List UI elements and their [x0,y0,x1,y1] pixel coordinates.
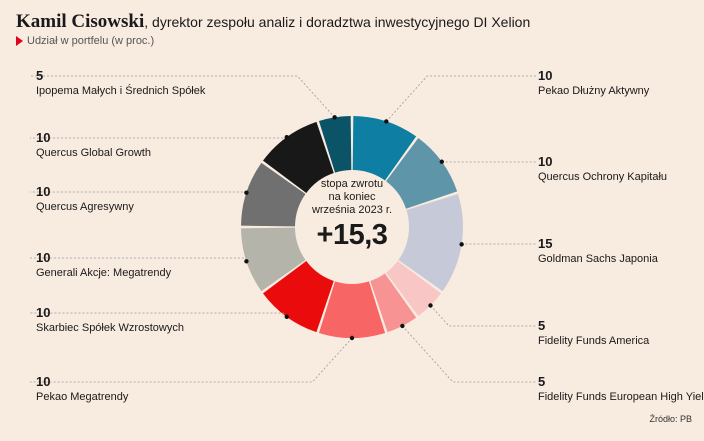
leader-dot-10 [332,115,337,120]
slice-8 [241,162,306,227]
slice-label-4: 5 Fidelity Funds European High Yield [538,374,704,404]
slice-10 [318,116,352,173]
slice-value-0: 10 [538,68,553,83]
slice-6 [262,261,334,333]
slice-label-8: 10 Quercus Agresywny [36,184,134,214]
subtitle: Udział w portfelu (w proc.) [16,35,530,47]
slice-name-2: Goldman Sachs Japonia [538,253,658,265]
slice-label-2: 15 Goldman Sachs Japonia [538,236,658,266]
source-note: Źródło: PB [649,414,692,424]
leader-line-3 [430,305,536,327]
slice-value-2: 15 [538,236,553,251]
slice-name-6: Skarbiec Spółek Wzrostowych [36,322,184,334]
leader-dot-9 [284,134,289,140]
slice-label-0: 10 Pekao Dłużny Aktywny [538,68,649,98]
slice-name-7: Generali Akcje: Megatrendy [36,267,172,279]
title: Kamil Cisowski, dyrektor zespołu analiz … [16,12,530,33]
slice-0 [352,116,417,181]
slice-label-7: 10 Generali Akcje: Megatrendy [36,250,171,280]
leader-line-10 [30,75,335,118]
leader-dot-4 [400,323,405,329]
slice-label-3: 5 Fidelity Funds America [538,318,649,348]
center-caption-1: stopa zwrotu [320,178,384,190]
leader-dot-7 [244,259,249,264]
slice-value-8: 10 [36,184,51,199]
triangle-icon [16,36,23,46]
leader-dot-5 [349,335,355,341]
header: Kamil Cisowski, dyrektor zespołu analiz … [16,12,530,47]
slice-label-6: 10 Skarbiec Spółek Wzrostowych [36,305,184,335]
slice-9 [262,121,334,193]
slice-5 [318,281,386,338]
leader-dot-6 [284,314,289,320]
slice-1 [386,137,458,209]
slice-4 [370,273,417,333]
slice-value-1: 10 [538,154,553,169]
slice-label-10: 5 Ipopema Małych i Średnich Spółek [36,68,205,98]
slice-name-1: Quercus Ochrony Kapitału [538,171,668,183]
leader-dot-8 [244,190,249,195]
center-caption-2: na koniec [328,191,376,203]
slice-name-4: Fidelity Funds European High Yield [538,391,704,403]
slice-value-9: 10 [36,130,51,145]
slice-value-4: 5 [538,374,546,389]
slice-value-10: 5 [36,68,44,83]
title-name: Kamil Cisowski [16,11,145,32]
slice-7 [241,227,306,292]
leader-dot-0 [384,119,389,124]
slice-value-7: 10 [36,250,51,265]
slice-label-9: 10 Quercus Global Growth [36,130,151,160]
subtitle-text: Udział w portfelu (w proc.) [27,35,155,47]
slice-name-0: Pekao Dłużny Aktywny [538,85,650,97]
center-caption-3: września 2023 r. [311,204,393,216]
leader-dot-2 [459,242,464,247]
slice-2 [398,193,463,292]
slice-3 [386,261,442,317]
slice-name-9: Quercus Global Growth [36,147,151,159]
title-rest: , dyrektor zespołu analiz i doradztwa in… [144,14,531,30]
slice-value-3: 5 [538,318,546,333]
slice-label-1: 10 Quercus Ochrony Kapitału [538,154,667,184]
center-value: +15,3 [316,219,388,251]
slice-label-5: 10 Pekao Megatrendy [36,374,128,404]
slice-value-6: 10 [36,305,51,320]
slice-name-5: Pekao Megatrendy [36,391,129,403]
leader-dot-3 [428,303,433,308]
slice-name-8: Quercus Agresywny [36,201,134,213]
center-label: stopa zwrotu na koniec września 2023 r. … [302,178,402,253]
slice-name-10: Ipopema Małych i Średnich Spółek [36,85,206,97]
leader-line-4 [402,325,536,383]
leader-dot-1 [439,159,445,164]
slice-value-5: 10 [36,374,51,389]
slice-name-3: Fidelity Funds America [538,335,650,347]
leader-line-0 [386,75,536,122]
